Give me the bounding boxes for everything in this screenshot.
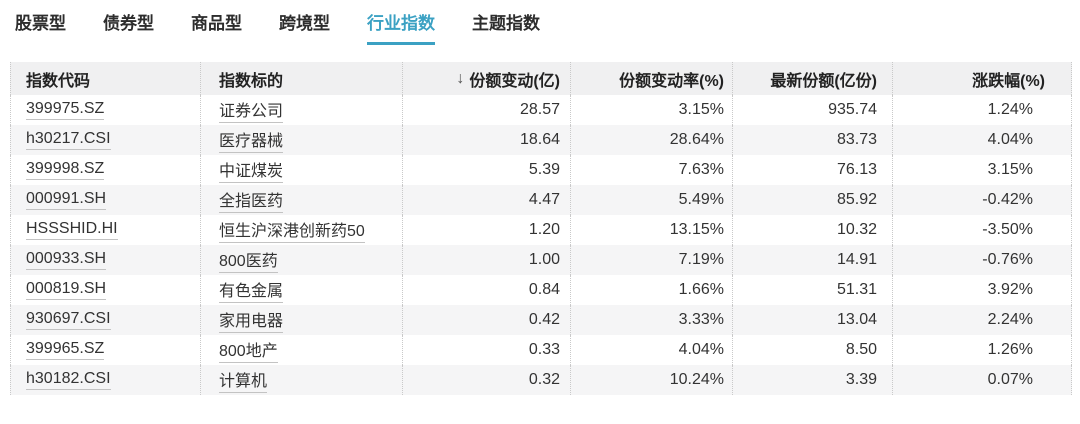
index-code-link[interactable]: h30182.CSI [26,370,111,390]
change-pct-value: 3.92% [892,275,1072,305]
share-change-rate-value: 7.19% [570,245,732,275]
index-name-link[interactable]: 恒生沪深港创新药50 [219,217,365,243]
tab-industry-index[interactable]: 行业指数 [367,13,435,45]
table-row: 000933.SH 800医药 1.00 7.19% 14.91 -0.76% [10,245,1072,275]
latest-share-value: 51.31 [732,275,892,305]
table-row: 000991.SH 全指医药 4.47 5.49% 85.92 -0.42% [10,185,1072,215]
tab-cross-border-type[interactable]: 跨境型 [279,14,330,33]
index-code-link[interactable]: 399975.SZ [26,100,105,120]
index-name-link[interactable]: 中证煤炭 [219,157,284,183]
share-change-value: 0.84 [402,275,570,305]
change-pct-value: 0.07% [892,365,1072,395]
col-header-share-change[interactable]: ↓ 份额变动(亿) [402,62,570,95]
col-header-latest-share[interactable]: 最新份额(亿份) [732,62,892,95]
share-change-value: 1.00 [402,245,570,275]
share-change-rate-value: 5.49% [570,185,732,215]
share-change-rate-value: 10.24% [570,365,732,395]
index-code-link[interactable]: 930697.CSI [26,310,111,330]
share-change-value: 4.47 [402,185,570,215]
index-share-change-table: 指数代码 指数标的 ↓ 份额变动(亿) 份额变动率(%) 最新份额(亿份) 涨跌… [10,62,1072,395]
share-change-value: 5.39 [402,155,570,185]
latest-share-value: 14.91 [732,245,892,275]
latest-share-value: 13.04 [732,305,892,335]
col-header-index-name: 指数标的 [200,62,402,95]
index-name-link[interactable]: 证券公司 [219,97,284,123]
share-change-rate-value: 1.66% [570,275,732,305]
share-change-rate-value: 3.15% [570,95,732,125]
table-row: HSSSHID.HI 恒生沪深港创新药50 1.20 13.15% 10.32 … [10,215,1072,245]
index-code-link[interactable]: 000933.SH [26,250,107,270]
table-row: h30182.CSI 计算机 0.32 10.24% 3.39 0.07% [10,365,1072,395]
change-pct-value: -3.50% [892,215,1072,245]
share-change-value: 28.57 [402,95,570,125]
fund-type-tab-bar: 股票型 债券型 商品型 跨境型 行业指数 主题指数 [0,0,1080,45]
latest-share-value: 8.50 [732,335,892,365]
share-change-rate-value: 13.15% [570,215,732,245]
share-change-rate-value: 7.63% [570,155,732,185]
index-name-link[interactable]: 800医药 [219,247,278,273]
latest-share-value: 935.74 [732,95,892,125]
col-header-share-change-label: 份额变动(亿) [469,72,560,90]
change-pct-value: 1.24% [892,95,1072,125]
latest-share-value: 76.13 [732,155,892,185]
share-change-value: 0.32 [402,365,570,395]
share-change-value: 0.33 [402,335,570,365]
index-name-link[interactable]: 计算机 [219,367,268,393]
tab-bond-type[interactable]: 债券型 [103,14,154,33]
index-code-link[interactable]: 399965.SZ [26,340,105,360]
share-change-rate-value: 4.04% [570,335,732,365]
table-row: 399975.SZ 证券公司 28.57 3.15% 935.74 1.24% [10,95,1072,125]
sort-descending-icon: ↓ [456,69,465,87]
tab-theme-index[interactable]: 主题指数 [472,14,540,33]
tab-commodity-type[interactable]: 商品型 [191,14,242,33]
change-pct-value: 1.26% [892,335,1072,365]
table-row: 000819.SH 有色金属 0.84 1.66% 51.31 3.92% [10,275,1072,305]
share-change-rate-value: 3.33% [570,305,732,335]
index-code-link[interactable]: 399998.SZ [26,160,105,180]
index-code-link[interactable]: 000991.SH [26,190,107,210]
col-header-index-code: 指数代码 [10,62,200,95]
col-header-change-pct[interactable]: 涨跌幅(%) [892,62,1072,95]
latest-share-value: 85.92 [732,185,892,215]
share-change-value: 0.42 [402,305,570,335]
table-body: 399975.SZ 证券公司 28.57 3.15% 935.74 1.24% … [10,95,1072,395]
table-row: 930697.CSI 家用电器 0.42 3.33% 13.04 2.24% [10,305,1072,335]
change-pct-value: 4.04% [892,125,1072,155]
change-pct-value: -0.42% [892,185,1072,215]
change-pct-value: -0.76% [892,245,1072,275]
index-name-link[interactable]: 医疗器械 [219,127,284,153]
tab-stock-type[interactable]: 股票型 [15,14,66,33]
latest-share-value: 10.32 [732,215,892,245]
change-pct-value: 2.24% [892,305,1072,335]
latest-share-value: 3.39 [732,365,892,395]
index-name-link[interactable]: 800地产 [219,337,278,363]
share-change-rate-value: 28.64% [570,125,732,155]
table-header-row: 指数代码 指数标的 ↓ 份额变动(亿) 份额变动率(%) 最新份额(亿份) 涨跌… [10,62,1072,95]
index-code-link[interactable]: 000819.SH [26,280,107,300]
table-row: 399965.SZ 800地产 0.33 4.04% 8.50 1.26% [10,335,1072,365]
table-row: h30217.CSI 医疗器械 18.64 28.64% 83.73 4.04% [10,125,1072,155]
index-code-link[interactable]: h30217.CSI [26,130,111,150]
share-change-value: 18.64 [402,125,570,155]
index-name-link[interactable]: 有色金属 [219,277,284,303]
index-name-link[interactable]: 家用电器 [219,307,284,333]
table-row: 399998.SZ 中证煤炭 5.39 7.63% 76.13 3.15% [10,155,1072,185]
latest-share-value: 83.73 [732,125,892,155]
share-change-value: 1.20 [402,215,570,245]
index-name-link[interactable]: 全指医药 [219,187,284,213]
index-code-link[interactable]: HSSSHID.HI [26,220,118,240]
col-header-share-change-rate[interactable]: 份额变动率(%) [570,62,732,95]
change-pct-value: 3.15% [892,155,1072,185]
